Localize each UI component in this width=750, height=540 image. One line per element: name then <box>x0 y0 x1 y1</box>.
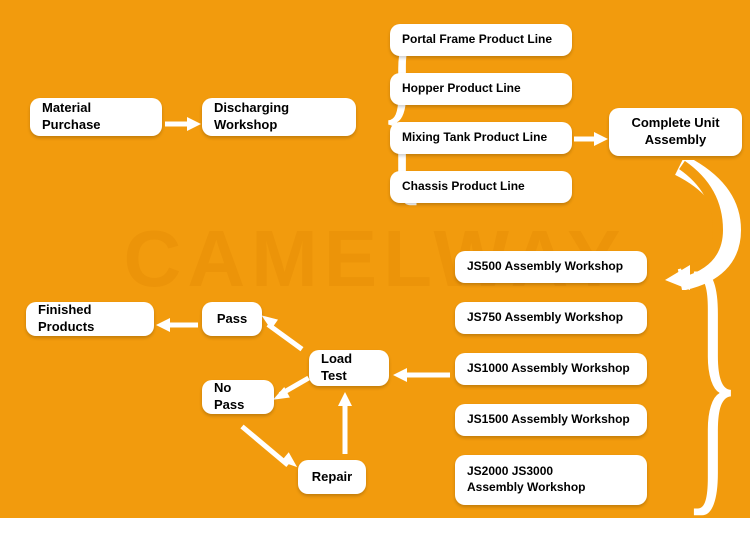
node-pass: Pass <box>202 302 262 336</box>
node-complete-unit: Complete Unit Assembly <box>609 108 742 156</box>
node-load-test: Load Test <box>309 350 389 386</box>
node-js1000: JS1000 Assembly Workshop <box>455 353 647 385</box>
node-no-pass: No Pass <box>202 380 274 414</box>
arrow-to-complete-unit <box>574 132 606 146</box>
node-material-purchase: Material Purchase <box>30 98 162 136</box>
node-js1500: JS1500 Assembly Workshop <box>455 404 647 436</box>
arrow-to-load-test <box>395 368 450 382</box>
node-js500: JS500 Assembly Workshop <box>455 251 647 283</box>
node-mixing-tank: Mixing Tank Product Line <box>390 122 572 154</box>
arrow-repair-to-loadtest <box>338 394 352 454</box>
node-portal-frame: Portal Frame Product Line <box>390 24 572 56</box>
node-repair: Repair <box>298 460 366 494</box>
node-discharging-workshop: Discharging Workshop <box>202 98 356 136</box>
node-js2000-3000: JS2000 JS3000 Assembly Workshop <box>455 455 647 505</box>
node-js750: JS750 Assembly Workshop <box>455 302 647 334</box>
arrow-pass-to-finished <box>158 318 198 332</box>
node-chassis: Chassis Product Line <box>390 171 572 203</box>
node-hopper: Hopper Product Line <box>390 73 572 105</box>
arrow-material-to-discharging <box>165 117 199 131</box>
node-finished: Finished Products <box>26 302 154 336</box>
